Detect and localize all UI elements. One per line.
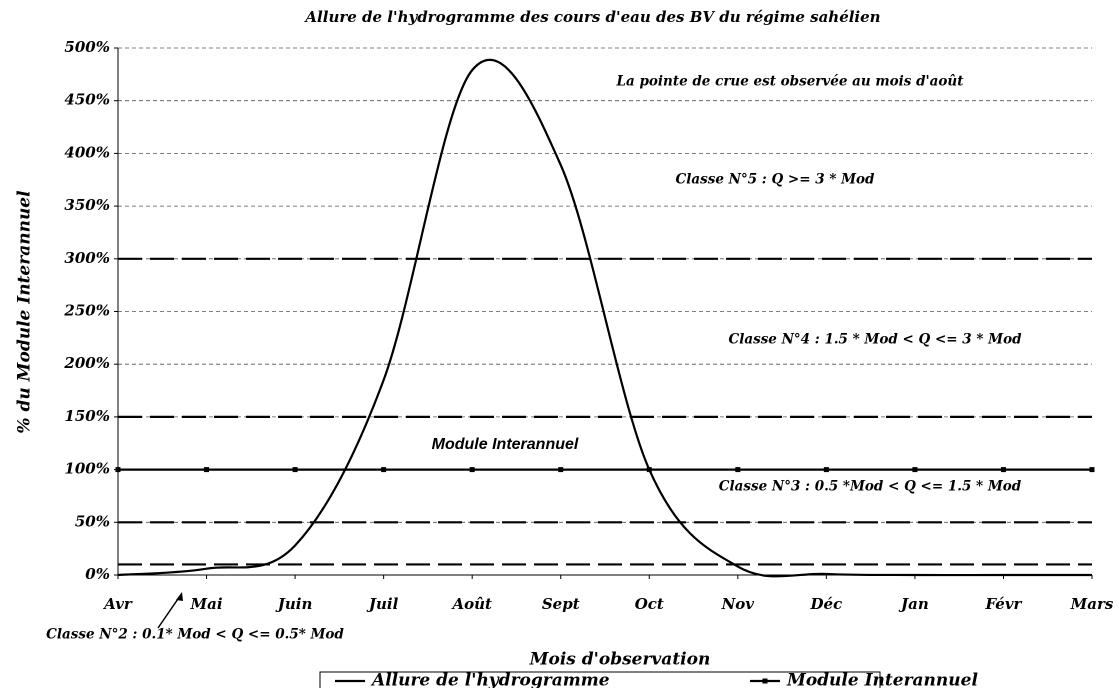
annotation-arrow xyxy=(157,595,181,629)
annotation: La pointe de crue est observée au mois d… xyxy=(616,74,965,90)
series-line xyxy=(117,58,1092,578)
x-tick-label: Mai xyxy=(190,595,223,613)
annotation: Classe N°2 : 0.1* Mod < Q <= 0.5* Mod xyxy=(46,627,344,643)
y-tick-label: 100% xyxy=(64,460,110,478)
y-tick-label: 50% xyxy=(75,512,110,530)
y-tick-label: 200% xyxy=(63,354,110,372)
series-marker xyxy=(381,467,387,473)
x-tick-label: Févr xyxy=(984,595,1022,613)
x-tick-label: Oct xyxy=(635,595,664,613)
y-tick-label: 450% xyxy=(64,91,110,109)
annotation-arrow-head xyxy=(176,592,183,601)
series-marker xyxy=(1000,467,1006,473)
x-tick-label: Juil xyxy=(366,595,399,613)
x-tick-label: Déc xyxy=(810,595,843,613)
x-tick-label: Nov xyxy=(721,595,755,613)
x-tick-label: Août xyxy=(450,595,492,613)
annotation: Classe N°5 : Q >= 3 * Mod xyxy=(676,172,876,188)
series-marker xyxy=(735,467,741,473)
y-tick-label: 0% xyxy=(85,565,110,583)
annotation: Classe N°3 : 0.5 *Mod < Q <= 1.5 * Mod xyxy=(719,479,1022,495)
y-axis-label: % du Module Interannuel xyxy=(15,190,35,434)
legend-label: Module Interannuel xyxy=(786,671,978,688)
x-tick-label: Mars xyxy=(1070,595,1114,613)
series-marker xyxy=(204,467,210,473)
y-tick-label: 300% xyxy=(64,249,110,267)
series-marker xyxy=(115,467,121,473)
series-marker xyxy=(558,467,564,473)
y-tick-label: 350% xyxy=(64,196,110,214)
legend-box xyxy=(319,671,881,688)
series-marker xyxy=(912,467,918,473)
y-tick-label: 150% xyxy=(64,407,110,425)
series-marker xyxy=(469,467,475,473)
x-tick-label: Jan xyxy=(898,595,929,613)
x-tick-label: Avr xyxy=(102,595,133,613)
y-tick-label: 400% xyxy=(64,143,110,161)
series-marker xyxy=(823,467,829,473)
legend-marker xyxy=(762,678,768,684)
series-marker xyxy=(292,467,298,473)
x-tick-label: Juin xyxy=(275,595,313,613)
series-marker xyxy=(646,467,652,473)
chart-title: Allure de l'hydrogramme des cours d'eau … xyxy=(303,8,880,26)
legend-label: Allure de l'hydrogramme xyxy=(370,671,610,688)
annotation: Module Interannuel xyxy=(432,436,579,453)
series-marker xyxy=(1089,467,1095,473)
x-tick-label: Sept xyxy=(542,595,580,613)
x-axis-label: Mois d'observation xyxy=(529,650,711,670)
y-tick-label: 250% xyxy=(63,302,110,320)
y-tick-label: 500% xyxy=(64,38,110,56)
annotation: Classe N°4 : 1.5 * Mod < Q <= 3 * Mod xyxy=(728,332,1022,348)
